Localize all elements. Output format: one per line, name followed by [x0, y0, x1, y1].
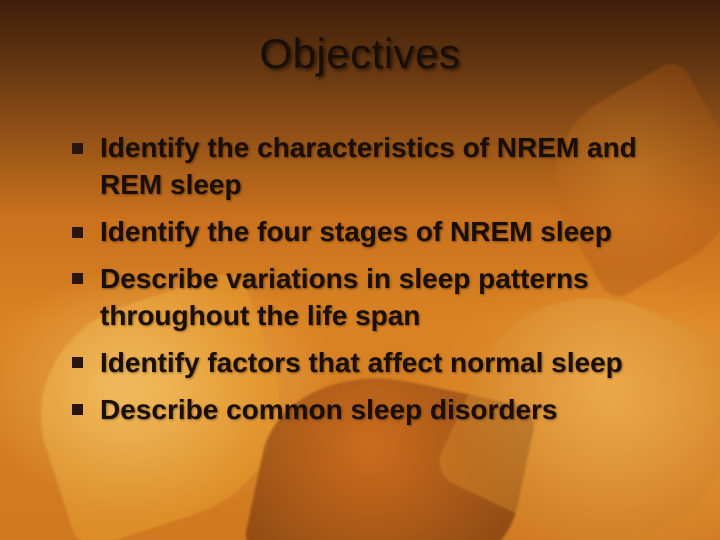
list-item: Describe variations in sleep patterns th…: [60, 261, 670, 335]
slide-body: Identify the characteristics of NREM and…: [60, 130, 670, 439]
list-item: Identify the characteristics of NREM and…: [60, 130, 670, 204]
slide: Objectives Identify the characteristics …: [0, 0, 720, 540]
list-item: Identify factors that affect normal slee…: [60, 345, 670, 382]
list-item: Describe common sleep disorders: [60, 392, 670, 429]
bullet-list: Identify the characteristics of NREM and…: [60, 130, 670, 429]
slide-title: Objectives: [0, 30, 720, 78]
list-item: Identify the four stages of NREM sleep: [60, 214, 670, 251]
